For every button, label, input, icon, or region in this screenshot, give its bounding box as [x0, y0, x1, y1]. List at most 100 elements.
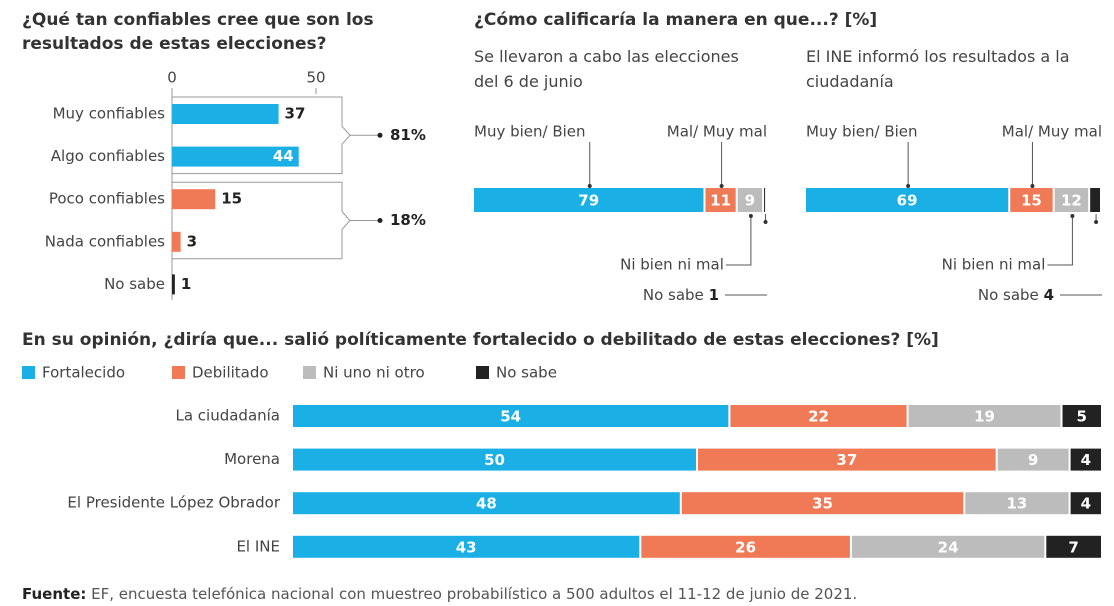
- bar-segment: [1046, 535, 1101, 558]
- bracket-dot: [377, 132, 383, 138]
- bar-segment: [997, 448, 1069, 471]
- category-label: Muy bien/ Bien: [806, 123, 918, 141]
- value-label: 50: [484, 451, 505, 469]
- source-text: EF, encuesta telefónica nacional con mue…: [91, 585, 857, 603]
- category-label: Muy confiables: [53, 105, 166, 123]
- value-label: 37: [836, 451, 857, 469]
- value-label: 48: [476, 495, 497, 513]
- bar-segment: [681, 492, 964, 515]
- bracket-label: 18%: [390, 211, 426, 229]
- bar: [172, 274, 175, 295]
- value-label: 7: [1068, 538, 1078, 556]
- bar-segment: [293, 405, 729, 427]
- value-label: 54: [500, 408, 521, 426]
- category-label: No sabe: [104, 275, 165, 293]
- value-label: 4: [1081, 451, 1091, 469]
- leader-dot: [1070, 214, 1075, 218]
- category-label: Morena: [224, 450, 280, 468]
- bar: [172, 104, 279, 124]
- source-note: Fuente: EF, encuesta telefónica nacional…: [22, 585, 857, 603]
- value-label: 11: [710, 192, 731, 210]
- value-label: 26: [735, 538, 756, 556]
- value-label: 4: [1081, 495, 1091, 513]
- category-label: Mal/ Muy mal: [1002, 123, 1102, 141]
- chart-title: En su opinión, ¿diría que... salió polít…: [22, 330, 939, 350]
- value-label: 5: [1077, 408, 1087, 426]
- value-label: 13: [1007, 495, 1028, 513]
- bracket-label: 81%: [390, 126, 426, 144]
- legend-swatch: [476, 366, 489, 379]
- bar-segment: [1070, 492, 1101, 515]
- leader-dot: [748, 214, 753, 218]
- bar-segment: [730, 405, 907, 427]
- legend-label: No sabe: [496, 364, 557, 382]
- leader-dot: [587, 184, 592, 188]
- bar-segment: [293, 492, 680, 515]
- category-label: Ni bien ni mal: [942, 256, 1046, 274]
- legend-label: Ni uno ni otro: [323, 364, 425, 382]
- category-label: El INE: [236, 537, 280, 555]
- bar-segment: [851, 535, 1045, 558]
- value-label: 22: [808, 408, 829, 426]
- legend-swatch: [303, 366, 316, 379]
- value-label: 19: [974, 408, 995, 426]
- value-label: 9: [1028, 451, 1038, 469]
- category-name: No sabe: [643, 286, 704, 304]
- value-label: 15: [1021, 192, 1042, 210]
- leader: [1047, 214, 1073, 266]
- bar-segment: [806, 188, 1009, 212]
- leader-dot: [906, 184, 911, 188]
- value-label: 9: [745, 192, 755, 210]
- legend-label: Debilitado: [192, 364, 269, 382]
- bar-segment: [1070, 448, 1101, 471]
- value-label: 1: [181, 275, 191, 293]
- value-label: 37: [285, 105, 306, 123]
- category-label: Ni bien ni mal: [620, 256, 724, 274]
- x-tick-label: 0: [167, 69, 177, 87]
- value-label: 43: [456, 538, 477, 556]
- bar-segment: [764, 188, 766, 212]
- category-label: No sabe 1: [643, 286, 719, 304]
- bar-segment: [641, 535, 850, 558]
- category-name: No sabe: [978, 286, 1039, 304]
- bar-segment: [698, 448, 996, 471]
- x-tick-label: 50: [306, 69, 325, 87]
- value-label: 24: [938, 538, 959, 556]
- value-label: 15: [221, 190, 242, 208]
- bar-segment: [737, 188, 763, 212]
- category-label: La ciudadanía: [175, 407, 280, 425]
- category-label: No sabe 4: [978, 286, 1054, 304]
- category-label: Poco confiables: [49, 190, 165, 208]
- legend-swatch: [172, 366, 185, 379]
- bar-segment: [293, 448, 696, 471]
- value-label: 3: [187, 232, 197, 250]
- bar: [172, 231, 181, 252]
- value-label: 44: [273, 147, 294, 165]
- category-label: Nada confiables: [45, 232, 165, 250]
- bar-segment: [1062, 405, 1101, 427]
- leader-dot: [719, 184, 724, 188]
- category-label: Mal/ Muy mal: [667, 123, 767, 141]
- legend-swatch: [22, 366, 35, 379]
- leader-dot: [763, 220, 768, 224]
- category-label: El Presidente López Obrador: [67, 494, 280, 512]
- leader: [725, 214, 752, 266]
- value-label: 4: [1044, 286, 1054, 304]
- chart-subtitle: El INE informó los resultados a la ciuda…: [806, 47, 1070, 91]
- bar-segment: [474, 188, 704, 212]
- bar: [172, 146, 299, 167]
- value-label: 35: [812, 495, 833, 513]
- bar-segment: [293, 535, 640, 558]
- bar: [172, 189, 216, 210]
- leader-dot: [1094, 220, 1099, 224]
- value-label: 69: [897, 192, 918, 210]
- legend-label: Fortalecido: [42, 364, 125, 382]
- chart-title: ¿Cómo calificaría la manera en que...? […: [474, 10, 878, 30]
- leader-dot: [1030, 184, 1035, 188]
- chart-title: ¿Qué tan confiables cree que son los res…: [22, 10, 374, 54]
- category-label: Muy bien/ Bien: [474, 123, 586, 141]
- bar-segment: [908, 405, 1061, 427]
- category-label: Algo confiables: [51, 147, 165, 165]
